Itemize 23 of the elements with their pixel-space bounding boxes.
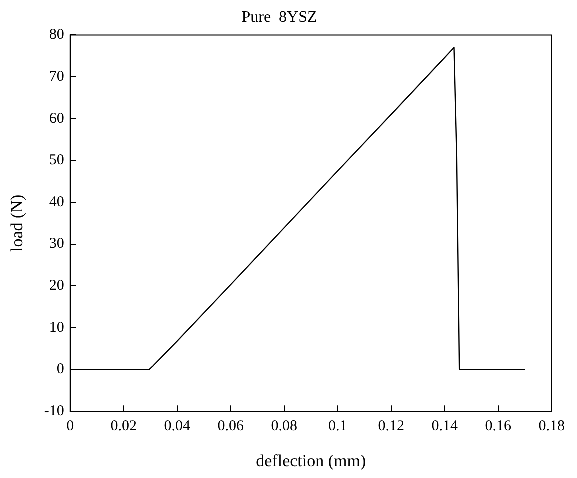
y-tick-label: 70 (49, 68, 64, 85)
y-tick-label: 50 (49, 152, 64, 169)
x-tick-label: 0.02 (110, 418, 138, 435)
y-tick-label: 30 (49, 236, 64, 252)
y-tick-label: 20 (49, 278, 64, 294)
x-tick-label: 0.1 (328, 418, 348, 435)
x-tick-label: 0.12 (378, 418, 405, 435)
y-tick-label: 40 (49, 194, 64, 210)
x-tick-label: 0.16 (485, 418, 512, 435)
chart-title: Pure 8YSZ (242, 8, 318, 26)
x-tick-label: 0.08 (271, 418, 298, 435)
x-tick-label: 0.14 (432, 418, 459, 435)
y-tick-label: 0 (56, 362, 64, 378)
x-tick-label: 0.06 (218, 418, 245, 435)
y-axis-title: load (N) (8, 194, 27, 252)
y-tick-label: 80 (49, 27, 64, 44)
x-tick-label: 0.04 (164, 418, 192, 435)
x-tick-label: 0.18 (538, 418, 565, 435)
y-tick-label: 60 (49, 110, 64, 127)
x-tick-label: 0 (66, 418, 74, 435)
y-tick-label: 10 (49, 320, 64, 336)
y-tick-label: -10 (44, 404, 64, 420)
x-axis-title: deflection (mm) (256, 451, 366, 470)
